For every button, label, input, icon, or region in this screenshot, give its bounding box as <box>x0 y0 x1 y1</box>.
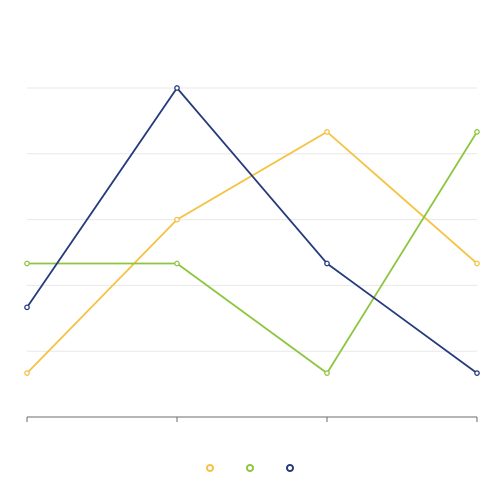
legend <box>206 464 294 472</box>
data-point <box>474 129 480 135</box>
legend-marker[interactable] <box>286 464 294 472</box>
series <box>24 85 480 376</box>
data-point <box>474 260 480 267</box>
data-point <box>324 260 330 267</box>
data-point <box>324 129 330 135</box>
series-2 <box>24 129 480 376</box>
data-point <box>324 370 330 376</box>
data-point <box>174 85 180 91</box>
data-point <box>24 260 30 267</box>
data-point <box>24 370 30 376</box>
series-line <box>27 131 478 375</box>
data-point <box>24 304 30 311</box>
legend-marker[interactable] <box>206 464 214 472</box>
series-line <box>26 130 478 374</box>
data-point <box>474 370 480 376</box>
legend-marker[interactable] <box>246 464 254 472</box>
data-point <box>174 216 180 223</box>
series-1 <box>24 129 480 376</box>
series-3 <box>24 85 480 376</box>
series-line <box>26 87 478 374</box>
data-point <box>174 260 180 267</box>
grid <box>27 87 477 352</box>
x-axis <box>26 416 478 422</box>
